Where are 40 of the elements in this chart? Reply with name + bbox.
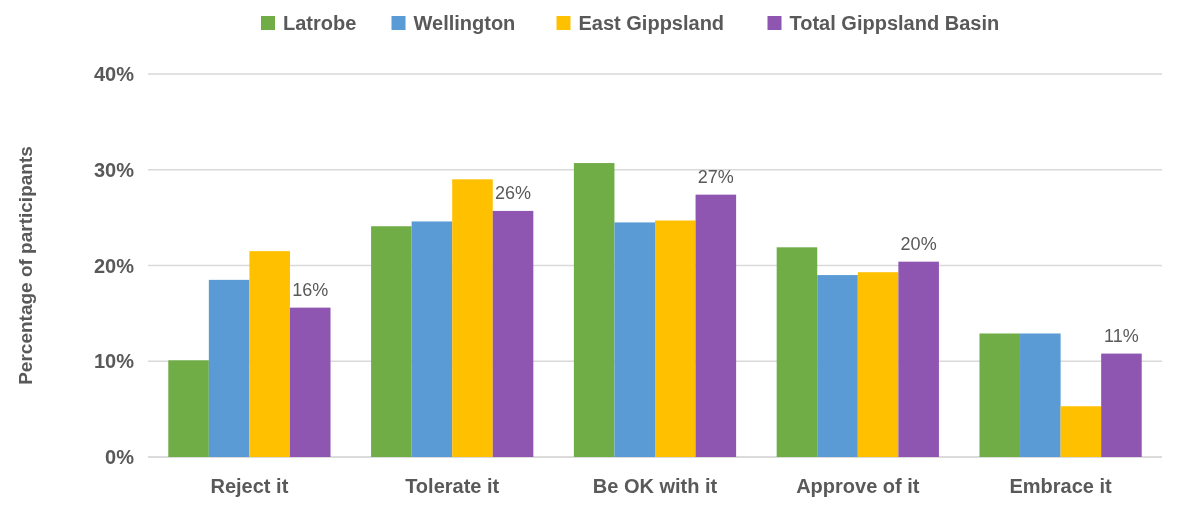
bar	[1101, 353, 1142, 457]
bar	[857, 272, 899, 457]
bar	[371, 226, 412, 457]
x-tick-label: Be OK with it	[592, 475, 718, 497]
x-tick-label: Embrace it	[1009, 475, 1113, 497]
bar	[776, 247, 818, 457]
bar	[1060, 406, 1102, 457]
bar	[1020, 333, 1061, 457]
bar	[573, 163, 615, 457]
y-tick-label: 40%	[93, 63, 135, 85]
legend-label: East Gippsland	[578, 12, 725, 34]
bar	[249, 251, 290, 457]
y-tick-label: 30%	[93, 158, 135, 181]
data-label: 20%	[900, 233, 937, 254]
bar	[979, 333, 1021, 457]
data-label: 16%	[292, 279, 329, 300]
data-label: 26%	[495, 182, 532, 203]
bar	[492, 210, 534, 457]
legend-label: Total Gippsland Basin	[789, 12, 1000, 34]
data-label: 11%	[1104, 325, 1139, 346]
y-tick-label: 0%	[105, 446, 135, 468]
bar	[411, 221, 453, 457]
bar	[655, 220, 696, 457]
x-tick-label: Approve of it	[796, 475, 920, 497]
y-tick-label: 20%	[93, 254, 135, 277]
bar	[289, 307, 331, 457]
bar	[898, 261, 939, 457]
bar	[452, 179, 493, 457]
bar	[695, 194, 737, 457]
bar	[168, 360, 209, 457]
bar	[817, 275, 858, 457]
legend-label: Latrobe	[283, 12, 357, 34]
bar	[208, 279, 250, 457]
bar	[614, 222, 655, 457]
x-tick-label: Tolerate it	[405, 475, 500, 497]
data-label: 27%	[697, 166, 734, 187]
y-tick-label: 10%	[93, 350, 135, 373]
legend-label: Wellington	[413, 12, 516, 34]
x-tick-label: Reject it	[210, 475, 289, 497]
y-axis-title: Percentage of participants	[15, 146, 36, 385]
